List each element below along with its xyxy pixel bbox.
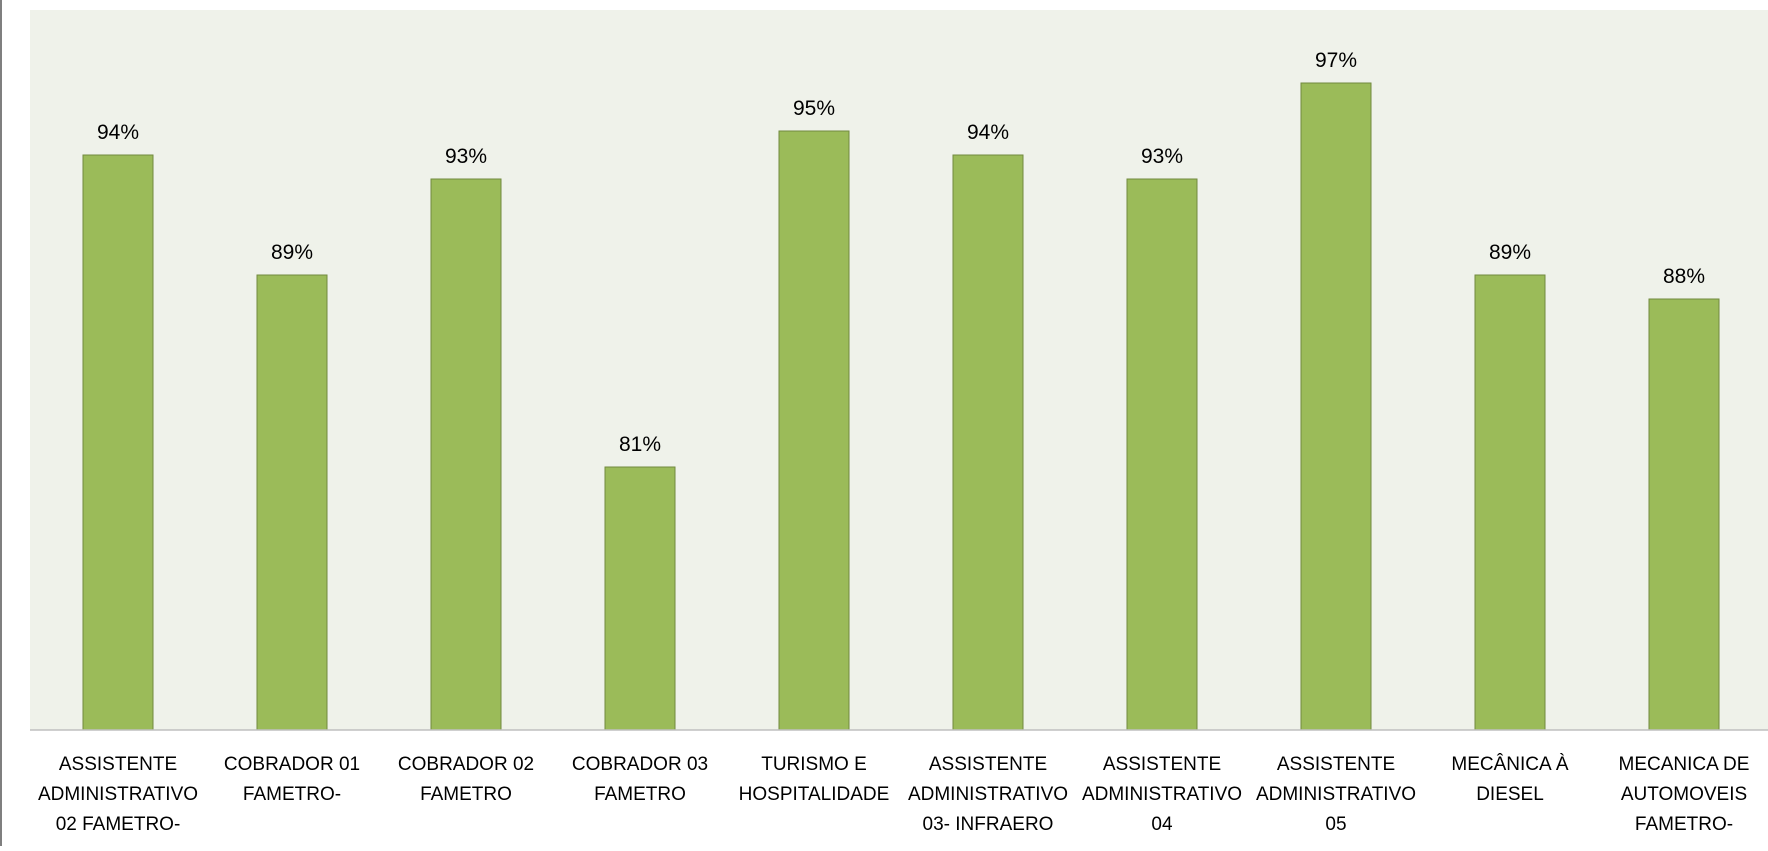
category-label-10: MECANICA DE AUTOMOVEIS FAMETRO-	[1619, 754, 1750, 835]
data-label-8: 97%	[1315, 49, 1357, 72]
bar-3	[430, 178, 502, 731]
category-label-line: ADMINISTRATIVO	[908, 784, 1068, 805]
category-label-line: 04	[1151, 814, 1173, 835]
data-label-10: 88%	[1663, 265, 1705, 288]
category-label-line: 02 FAMETRO-	[56, 814, 181, 835]
bar-9	[1474, 274, 1546, 731]
category-label-line: ASSISTENTE	[1103, 754, 1221, 775]
category-label-1: ASSISTENTE ADMINISTRATIVO 02 FAMETRO-	[38, 754, 198, 835]
category-label-line: 03- INFRAERO	[923, 814, 1054, 835]
data-labels-group: 94% 89% 93% 81% 95% 94% 93% 97% 89% 88%	[97, 49, 1705, 456]
data-label-2: 89%	[271, 241, 313, 264]
category-label-line: ASSISTENTE	[59, 754, 177, 775]
category-label-3: COBRADOR 02 FAMETRO	[398, 754, 534, 805]
category-label-line: ASSISTENTE	[1277, 754, 1395, 775]
category-label-line: COBRADOR 01	[224, 754, 360, 775]
category-label-8: ASSISTENTE ADMINISTRATIVO 05	[1256, 754, 1416, 835]
data-label-4: 81%	[619, 433, 661, 456]
category-label-line: HOSPITALIDADE	[739, 784, 890, 805]
category-label-5: TURISMO E HOSPITALIDADE	[739, 754, 890, 805]
bar-5	[778, 130, 850, 731]
category-label-line: COBRADOR 02	[398, 754, 534, 775]
category-label-line: MECANICA DE	[1619, 754, 1750, 775]
data-label-5: 95%	[793, 97, 835, 120]
category-label-line: ADMINISTRATIVO	[38, 784, 198, 805]
data-label-3: 93%	[445, 145, 487, 168]
category-label-line: 05	[1325, 814, 1346, 835]
category-label-4: COBRADOR 03 FAMETRO	[572, 754, 708, 805]
bar-10	[1648, 298, 1720, 731]
data-label-7: 93%	[1141, 145, 1183, 168]
category-label-6: ASSISTENTE ADMINISTRATIVO 03- INFRAERO	[908, 754, 1068, 835]
bar-8	[1300, 82, 1372, 731]
bar-4	[604, 466, 676, 731]
category-label-line: FAMETRO	[420, 784, 512, 805]
data-label-6: 94%	[967, 121, 1009, 144]
category-label-line: DIESEL	[1476, 784, 1544, 805]
category-label-line: AUTOMOVEIS	[1621, 784, 1747, 805]
category-label-7: ASSISTENTE ADMINISTRATIVO 04	[1082, 754, 1242, 835]
category-label-2: COBRADOR 01 FAMETRO-	[224, 754, 360, 805]
bar-1	[82, 154, 154, 731]
category-label-line: FAMETRO-	[1635, 814, 1733, 835]
bars-group	[82, 82, 1720, 731]
data-label-9: 89%	[1489, 241, 1531, 264]
category-label-line: ADMINISTRATIVO	[1256, 784, 1416, 805]
category-label-line: COBRADOR 03	[572, 754, 708, 775]
category-label-line: FAMETRO	[594, 784, 686, 805]
bar-2	[256, 274, 328, 731]
category-label-line: ADMINISTRATIVO	[1082, 784, 1242, 805]
bar-6	[952, 154, 1024, 731]
category-label-line: FAMETRO-	[243, 784, 341, 805]
category-label-line: TURISMO E	[761, 754, 867, 775]
category-label-line: MECÂNICA À	[1451, 753, 1569, 775]
category-label-line: ASSISTENTE	[929, 754, 1047, 775]
category-labels-group: ASSISTENTE ADMINISTRATIVO 02 FAMETRO- COBRA…	[38, 753, 1750, 835]
bar-7	[1126, 178, 1198, 731]
data-label-1: 94%	[97, 121, 139, 144]
category-label-9: MECÂNICA À DIESEL	[1451, 753, 1569, 805]
